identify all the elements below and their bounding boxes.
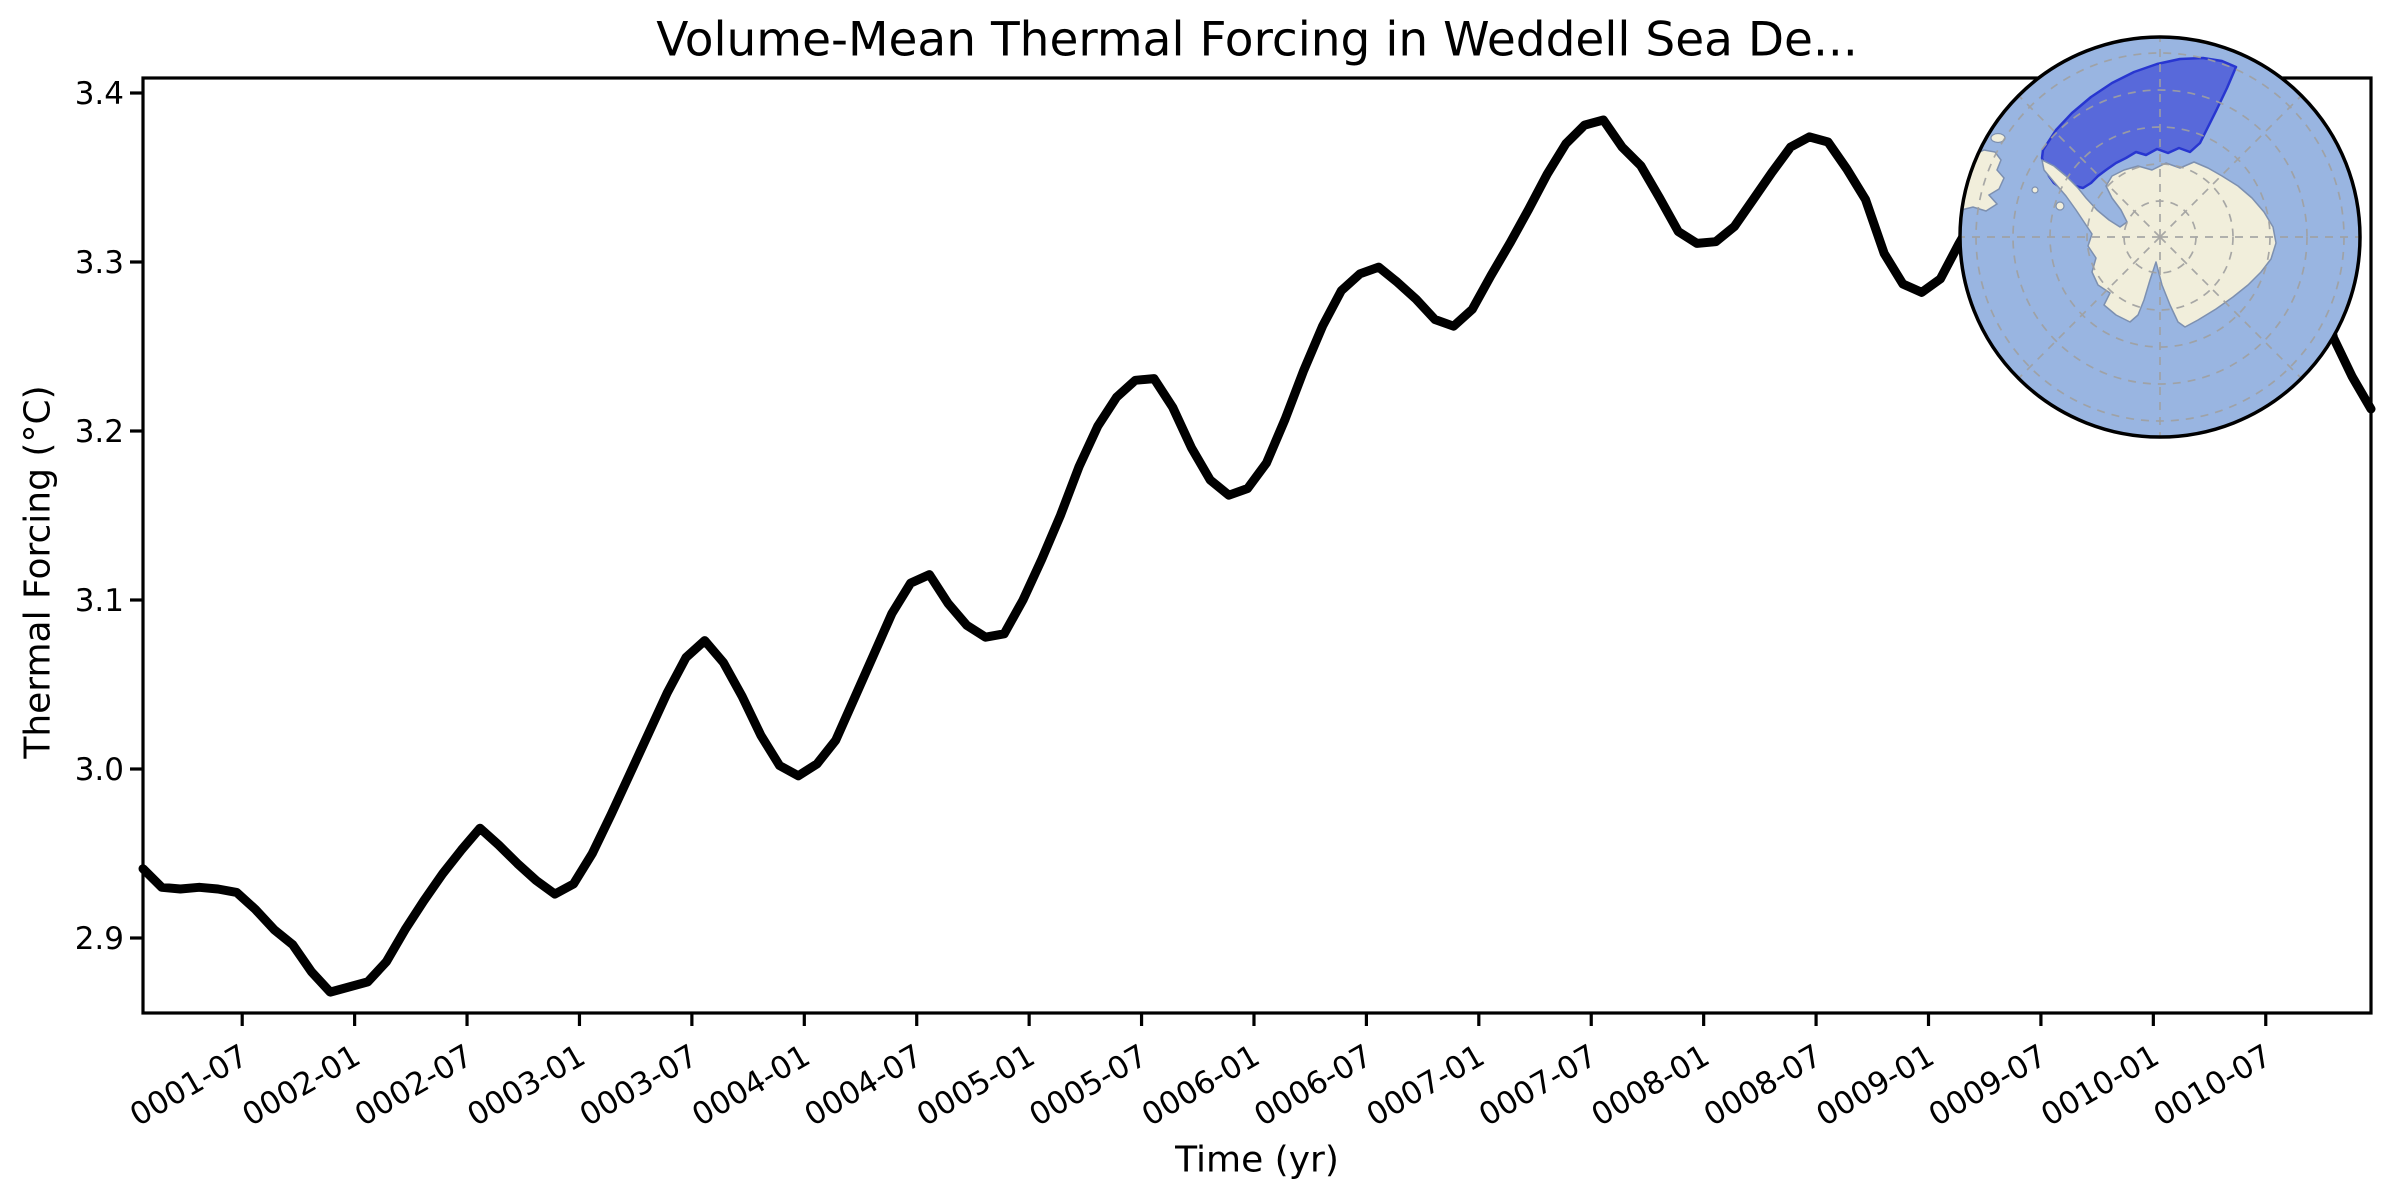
y-axis-label: Thermal Forcing (°C): [17, 385, 59, 759]
x-tick-label: 0007-07: [1473, 1038, 1603, 1134]
x-tick-label: 0006-07: [1248, 1038, 1378, 1134]
map-graticule: [1960, 37, 2360, 437]
y-tick-label: 3.4: [75, 76, 124, 112]
x-tick-label: 0007-01: [1361, 1038, 1491, 1134]
x-tick-label: 0006-01: [1136, 1038, 1266, 1134]
inset-map: [1960, 37, 2360, 437]
plot-border: [141, 76, 2373, 1015]
x-tick-label: 0010-01: [2035, 1038, 2165, 1134]
x-tick-label: 0005-07: [1023, 1038, 1153, 1134]
x-tick-label: 0009-01: [1810, 1038, 1940, 1134]
x-axis-label: Time (yr): [1175, 1139, 1339, 1181]
x-tick-label: 0002-07: [349, 1038, 479, 1134]
map-island: [2031, 186, 2039, 194]
x-tick-label: 0002-01: [236, 1038, 366, 1134]
map-latitude-circle: [2012, 89, 2308, 385]
x-tick-label: 0008-01: [1586, 1038, 1716, 1134]
y-tick-label: 2.9: [75, 921, 124, 957]
y-tick-label: 3.1: [75, 583, 124, 619]
x-tick-label: 0010-07: [2148, 1038, 2278, 1134]
y-tick-label: 3.0: [75, 752, 124, 788]
y-tick-label: 3.3: [75, 245, 124, 281]
x-tick-label: 0005-01: [911, 1038, 1041, 1134]
x-tick-label: 0001-07: [124, 1038, 254, 1134]
map-outline: [1958, 35, 2362, 439]
map-latitude-circle: [2086, 163, 2234, 311]
map-island: [2055, 201, 2065, 211]
chart-title: Volume-Mean Thermal Forcing in Weddell S…: [656, 12, 1858, 68]
map-meridian-line: [2159, 236, 2303, 380]
x-tick-label: 0003-07: [574, 1038, 704, 1134]
x-tick-label: 0009-07: [1923, 1038, 2053, 1134]
map-meridian-line: [2159, 94, 2303, 238]
map-land-antarctica: [2041, 159, 2277, 328]
x-tick-label: 0004-01: [686, 1038, 816, 1134]
map-meridian-line: [2017, 236, 2161, 380]
map-meridian-line: [2017, 94, 2161, 238]
x-tick-label: 0008-07: [1698, 1038, 1828, 1134]
x-tick-label: 0003-01: [461, 1038, 591, 1134]
y-tick-label: 3.2: [75, 414, 124, 450]
x-tick-label: 0004-07: [799, 1038, 929, 1134]
